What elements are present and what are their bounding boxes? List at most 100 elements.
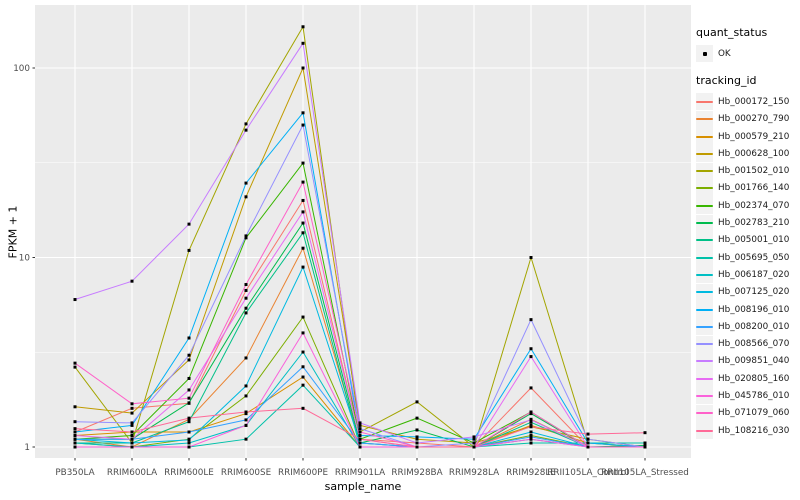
data-point bbox=[301, 231, 305, 235]
data-point bbox=[529, 441, 533, 445]
legend-item-label: Hb_000579_210 bbox=[718, 131, 790, 142]
series-color-line-icon bbox=[696, 343, 713, 346]
data-point bbox=[472, 435, 476, 439]
data-point bbox=[529, 410, 533, 414]
data-point bbox=[358, 423, 362, 427]
data-point bbox=[187, 248, 191, 252]
data-point bbox=[586, 441, 590, 445]
series-color-line-icon bbox=[696, 152, 713, 155]
data-point bbox=[586, 432, 590, 436]
legend-key bbox=[696, 231, 713, 249]
series-color-line-icon bbox=[696, 325, 713, 328]
series-points bbox=[73, 25, 647, 449]
legend-item-Hb_002374_070: Hb_002374_070 bbox=[696, 197, 800, 215]
x-tick-label: RRIM928BA bbox=[391, 468, 442, 478]
legend-item-label: Hb_009851_040 bbox=[718, 356, 790, 367]
legend-item-label: Hb_000628_100 bbox=[718, 148, 790, 159]
data-point bbox=[244, 356, 248, 360]
legend-key bbox=[696, 162, 713, 180]
data-point bbox=[643, 445, 647, 449]
y-tick-label: 100 bbox=[13, 64, 30, 74]
series-color-line-icon bbox=[696, 100, 713, 103]
legend-item-label: Hb_002783_210 bbox=[718, 218, 790, 229]
x-tick-label: RRIM901LA bbox=[335, 468, 385, 478]
data-point bbox=[415, 435, 419, 439]
legend-title-tracking-id: tracking_id bbox=[696, 74, 757, 88]
legend-item-Hb_045786_010: Hb_045786_010 bbox=[696, 387, 800, 405]
data-point bbox=[73, 445, 77, 449]
data-point bbox=[529, 435, 533, 439]
data-point bbox=[187, 416, 191, 420]
series-color-line-icon bbox=[696, 118, 713, 121]
series-color-line-icon bbox=[696, 291, 713, 294]
data-point bbox=[529, 318, 533, 322]
data-point bbox=[244, 423, 248, 427]
data-point bbox=[529, 355, 533, 359]
data-point bbox=[187, 441, 191, 445]
series-color-line-icon bbox=[696, 308, 713, 311]
legend-item-Hb_005001_010: Hb_005001_010 bbox=[696, 231, 800, 249]
data-point bbox=[244, 234, 248, 238]
legend-item-label: Hb_002374_070 bbox=[718, 200, 790, 211]
legend-key bbox=[696, 404, 713, 422]
legend-item-label: Hb_045786_010 bbox=[718, 390, 790, 401]
legend-item-ok: OK bbox=[696, 45, 800, 63]
data-point bbox=[529, 437, 533, 441]
data-point bbox=[244, 128, 248, 132]
legend-key bbox=[696, 145, 713, 163]
series-color-line-icon bbox=[696, 135, 713, 138]
data-point bbox=[415, 437, 419, 441]
data-point bbox=[73, 433, 77, 437]
series-color-line-icon bbox=[696, 204, 713, 207]
legend-item-Hb_020805_160: Hb_020805_160 bbox=[696, 370, 800, 388]
data-point bbox=[187, 358, 191, 362]
data-point bbox=[358, 421, 362, 425]
x-tick-label: RRIM600LE bbox=[164, 468, 214, 478]
data-point bbox=[244, 195, 248, 199]
data-point bbox=[301, 315, 305, 319]
data-point bbox=[643, 431, 647, 435]
legend-item-Hb_008200_010: Hb_008200_010 bbox=[696, 318, 800, 336]
legend-item-Hb_006187_020: Hb_006187_020 bbox=[696, 266, 800, 284]
legend-item-Hb_108216_030: Hb_108216_030 bbox=[696, 422, 800, 440]
plot-panel bbox=[35, 5, 691, 458]
data-point bbox=[244, 418, 248, 422]
series-color-line-icon bbox=[696, 429, 713, 432]
data-point bbox=[529, 386, 533, 390]
data-point bbox=[586, 437, 590, 441]
data-point bbox=[415, 400, 419, 404]
data-point bbox=[358, 430, 362, 434]
data-point bbox=[415, 416, 419, 420]
data-point bbox=[244, 306, 248, 310]
data-point bbox=[529, 420, 533, 424]
y-tick-label: 10 bbox=[19, 254, 31, 264]
data-point bbox=[643, 443, 647, 447]
x-tick-label: RRIM928LE bbox=[506, 468, 556, 478]
data-point bbox=[130, 433, 134, 437]
data-point bbox=[73, 298, 77, 302]
series-color-line-icon bbox=[696, 256, 713, 259]
legend-item-label: Hb_005695_050 bbox=[718, 252, 790, 263]
data-point bbox=[130, 402, 134, 406]
data-point bbox=[301, 41, 305, 45]
data-point bbox=[73, 420, 77, 424]
data-point bbox=[244, 437, 248, 441]
x-tick-label: RRIM600SE bbox=[221, 468, 271, 478]
data-point bbox=[529, 256, 533, 259]
series-color-line-icon bbox=[696, 360, 713, 363]
data-point bbox=[358, 437, 362, 441]
data-point bbox=[187, 420, 191, 424]
legend-item-label: Hb_071079_060 bbox=[718, 408, 790, 419]
data-point bbox=[73, 427, 77, 431]
data-point bbox=[415, 428, 419, 432]
data-point bbox=[244, 412, 248, 416]
legend-item-Hb_000270_790: Hb_000270_790 bbox=[696, 110, 800, 128]
data-point bbox=[130, 279, 134, 283]
data-point bbox=[73, 430, 77, 434]
series-color-line-icon bbox=[696, 170, 713, 173]
legend-key bbox=[696, 301, 713, 318]
legend-key bbox=[696, 422, 713, 440]
data-point bbox=[301, 350, 305, 354]
data-point bbox=[301, 383, 305, 387]
data-point bbox=[130, 406, 134, 410]
